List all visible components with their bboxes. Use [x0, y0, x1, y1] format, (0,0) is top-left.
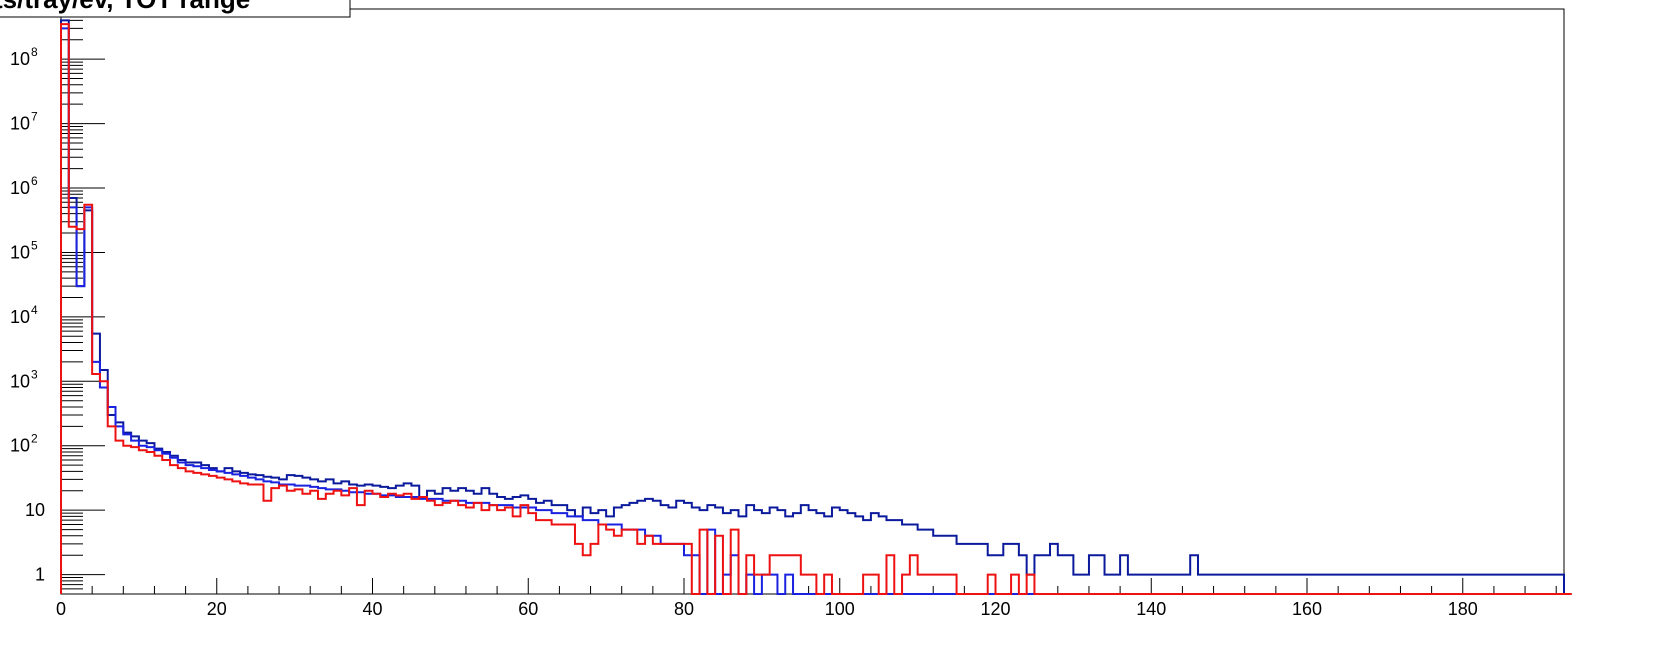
x-tick-label: 180: [1448, 599, 1478, 619]
x-tick-label: 60: [518, 599, 538, 619]
title-layer: ts/tray/ev, TOT range: [0, 0, 351, 18]
x-tick-label: 40: [362, 599, 382, 619]
x-tick-label: 120: [980, 599, 1010, 619]
y-tick-label: 10: [10, 49, 30, 69]
y-tick-exponent: 2: [31, 432, 38, 446]
y-tick-label: 10: [10, 178, 30, 198]
y-tick-exponent: 4: [31, 303, 38, 317]
x-tick-label: 160: [1292, 599, 1322, 619]
x-tick-label: 100: [825, 599, 855, 619]
title-box: [0, 0, 351, 18]
histogram-series-2: [60, 27, 1564, 595]
y-tick-label: 10: [10, 114, 30, 134]
y-tick-exponent: 5: [31, 238, 38, 252]
x-tick-label: 140: [1136, 599, 1166, 619]
y-tick-label: 10: [10, 436, 30, 456]
y-tick-label: 10: [10, 307, 30, 327]
y-tick-exponent: 6: [31, 174, 38, 188]
x-tick-label: 20: [207, 599, 227, 619]
histogram-series-1: [60, 19, 1565, 594]
y-tick-label: 1: [35, 565, 45, 585]
x-tick-label: 0: [56, 599, 66, 619]
chart-title: ts/tray/ev, TOT range: [0, 0, 250, 14]
series-layer: [60, 19, 1572, 595]
plot-frame: [60, 8, 1565, 595]
y-tick-exponent: 3: [31, 367, 38, 381]
y-tick-label: 10: [10, 371, 30, 391]
y-tick-label: 10: [25, 500, 45, 520]
x-tick-label: 80: [674, 599, 694, 619]
y-tick-label: 10: [10, 242, 30, 262]
histogram-series-3: [60, 23, 1572, 595]
y-tick-exponent: 7: [31, 110, 38, 124]
y-tick-exponent: 8: [31, 45, 38, 59]
